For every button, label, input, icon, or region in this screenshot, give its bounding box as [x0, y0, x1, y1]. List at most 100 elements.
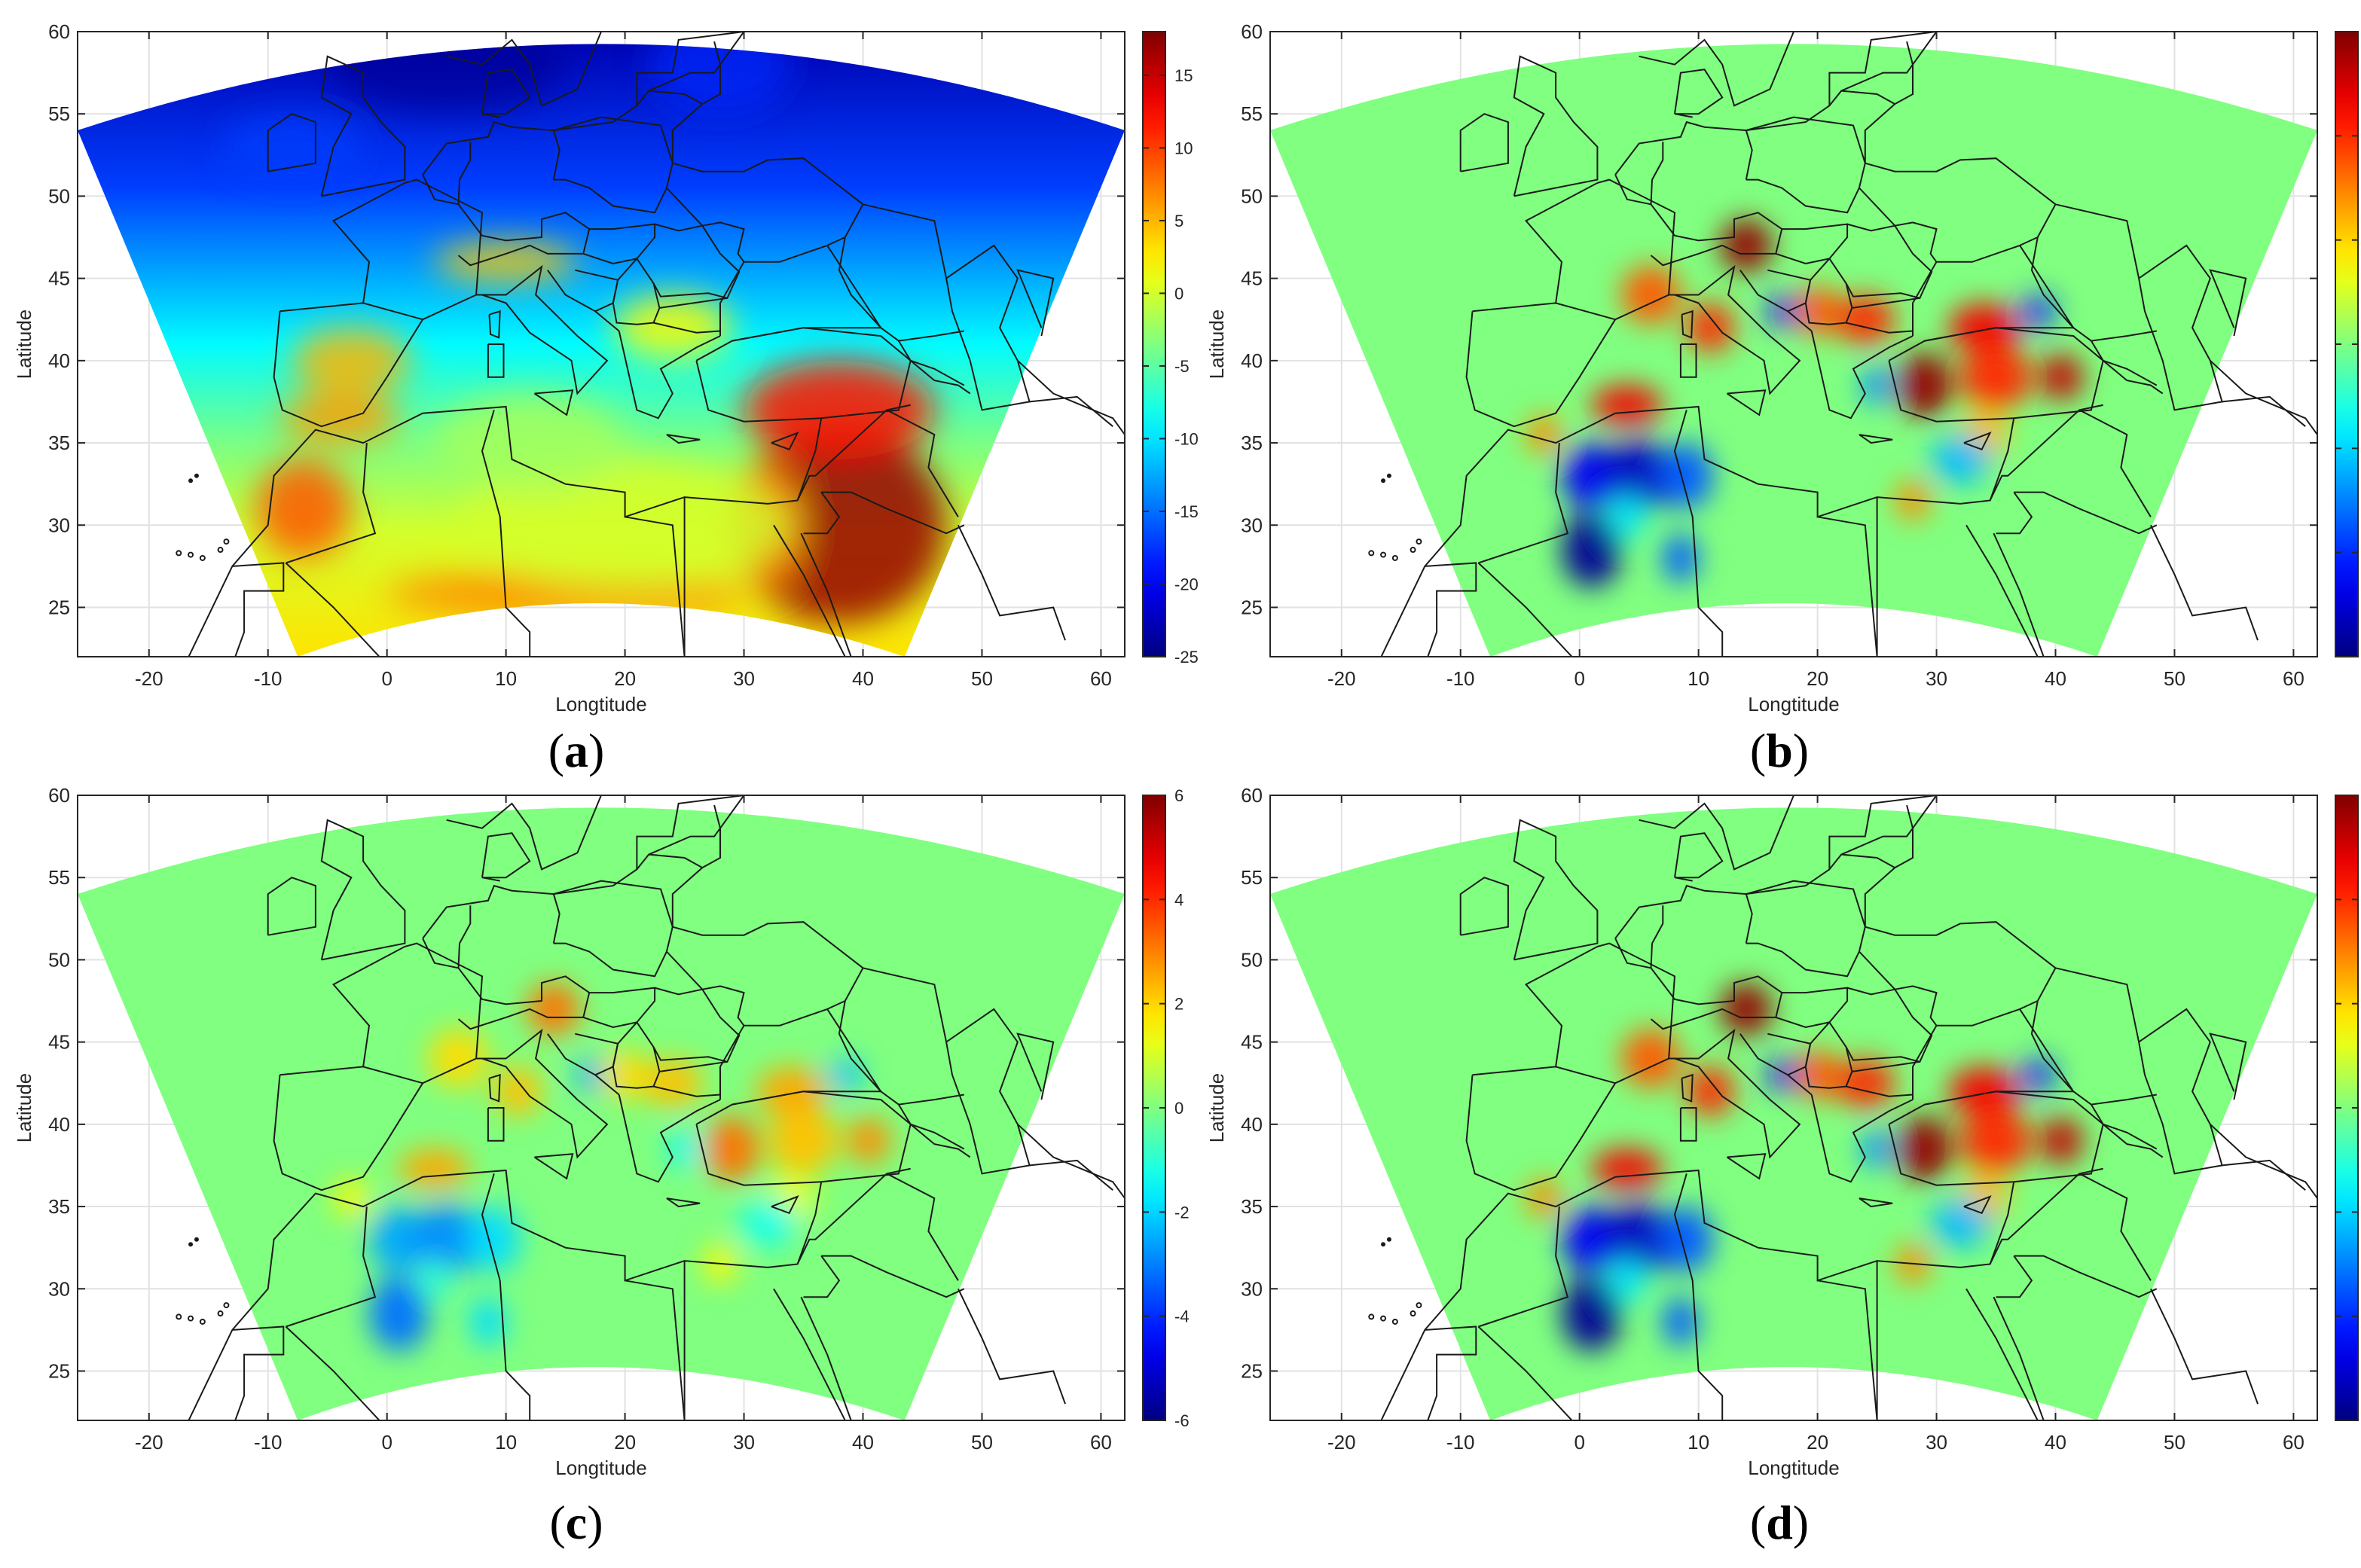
lat-tick-label: 55	[48, 102, 70, 125]
y-axis-label: Latitude	[1205, 1073, 1228, 1143]
colorbar-tick-label: -15	[1174, 502, 1199, 521]
lon-tick-label: 40	[2045, 667, 2066, 690]
map-panel-c: -20 -10 0 10 20 30 40 50 602530354045505560Longt…	[13, 784, 1190, 1479]
colorbar-tick-label: 10	[1174, 139, 1193, 157]
plot-border	[77, 31, 1126, 657]
lat-tick-label: 45	[48, 267, 70, 290]
colorbar-tick-label: -6	[1174, 1411, 1190, 1430]
map-panel-b: -20 -10 0 10 20 30 40 50 60 25 30 35 40 45 50 55 60 Longt…	[1205, 20, 2359, 715]
lat-tick-label: 40	[1241, 1113, 1263, 1136]
lat-tick-label: 45	[1241, 267, 1263, 290]
lon-tick-label: 30	[1926, 667, 1947, 690]
colorbar-tick-label: 6	[1174, 786, 1184, 805]
lon-tick-label: 20	[614, 1431, 636, 1454]
lat-tick-label: 50	[1241, 948, 1263, 971]
colorbar-tick-label: -4	[1174, 1307, 1190, 1326]
lon-tick-label: 20	[1807, 1431, 1828, 1454]
lat-tick-label: 40	[48, 349, 70, 372]
lon-tick-label: 20	[1807, 667, 1828, 690]
caption-a: (a)	[548, 724, 605, 777]
lon-tick-label: -10	[254, 667, 283, 690]
x-axis-label: Longtitude	[555, 693, 646, 715]
lat-tick-label: 50	[48, 185, 70, 207]
x-axis-label: Longtitude	[555, 1457, 646, 1479]
colorbar-tick-label: 4	[1174, 890, 1184, 909]
lon-tick-label: 0	[381, 1431, 392, 1454]
lon-tick-label: 10	[495, 1431, 517, 1454]
lat-tick-label: 50	[48, 948, 70, 971]
lon-tick-label: 50	[971, 1431, 993, 1454]
x-axis-label: Longtitude	[1748, 693, 1839, 715]
lat-tick-label: 35	[48, 1195, 70, 1218]
lon-tick-label: 50	[2164, 667, 2185, 690]
plot-border	[1269, 795, 2318, 1421]
colorbar	[1142, 31, 1166, 657]
lat-tick-label: 55	[1241, 102, 1263, 125]
lon-tick-label: 50	[2164, 1431, 2185, 1454]
y-axis-label: Latitude	[13, 310, 35, 380]
lat-tick-label: 25	[1241, 1359, 1263, 1382]
lon-tick-label: 40	[852, 1431, 874, 1454]
lon-tick-label: -20	[1327, 667, 1356, 690]
lat-tick-label: 40	[48, 1113, 70, 1136]
lon-tick-label: 0	[381, 667, 392, 690]
lat-tick-label: 45	[1241, 1031, 1263, 1054]
lon-tick-label: -10	[1446, 667, 1475, 690]
map-panel-d: -20 -10 0 10 20 30 40 50 60 25 30 35 40 45 50 55 60 Longt…	[1205, 784, 2359, 1479]
lon-tick-label: -20	[135, 667, 163, 690]
caption-d: (d)	[1749, 1496, 1810, 1549]
lon-tick-label: 60	[1090, 667, 1112, 690]
lat-tick-label: 25	[48, 596, 70, 618]
lat-tick-label: 50	[1241, 185, 1263, 207]
lat-tick-label: 60	[1241, 784, 1263, 807]
lon-tick-label: -20	[1327, 1431, 1356, 1454]
colorbar-tick-label: -5	[1174, 357, 1190, 376]
lat-tick-label: 30	[1241, 1277, 1263, 1300]
plot-border	[77, 795, 1126, 1421]
colorbar-tick-label: -20	[1174, 575, 1199, 593]
lon-tick-label: 10	[1688, 667, 1709, 690]
lat-tick-label: 55	[48, 866, 70, 889]
lat-tick-label: 60	[48, 784, 70, 807]
lat-tick-label: 25	[1241, 596, 1263, 618]
lat-tick-label: 30	[48, 1277, 70, 1300]
lon-tick-label: 10	[1688, 1431, 1709, 1454]
lat-tick-label: 45	[48, 1031, 70, 1054]
lat-tick-label: 40	[1241, 349, 1263, 372]
map-panel-a: -20 -10 0 10 20 30 40 50 602530354045505560Longt…	[13, 20, 1199, 715]
lon-tick-label: 60	[2283, 667, 2304, 690]
plot-border	[1269, 31, 2318, 657]
colorbar-tick-label: -2	[1174, 1203, 1190, 1222]
x-axis-label: Longtitude	[1748, 1457, 1839, 1479]
lon-tick-label: 60	[2283, 1431, 2304, 1454]
colorbar-tick-label: 5	[1174, 212, 1184, 230]
colorbar-tick-label: 0	[1174, 284, 1184, 303]
caption-c: (c)	[549, 1496, 603, 1549]
lon-tick-label: -10	[1446, 1431, 1475, 1454]
lon-tick-label: 0	[1574, 1431, 1584, 1454]
lon-tick-label: 30	[733, 1431, 755, 1454]
colorbar-tick-label: -10	[1174, 429, 1199, 448]
lon-tick-label: 30	[1926, 1431, 1947, 1454]
lon-tick-label: 20	[614, 667, 636, 690]
colorbar-tick-label: 0	[1174, 1099, 1184, 1118]
lat-tick-label: 35	[48, 432, 70, 454]
lon-tick-label: 30	[733, 667, 755, 690]
lat-tick-label: 60	[1241, 20, 1263, 43]
caption-b: (b)	[1749, 724, 1810, 777]
lon-tick-label: 60	[1090, 1431, 1112, 1454]
lon-tick-label: 10	[495, 667, 517, 690]
y-axis-label: Latitude	[1205, 310, 1228, 380]
lat-tick-label: 25	[48, 1359, 70, 1382]
lat-tick-label: 30	[48, 514, 70, 536]
lat-tick-label: 55	[1241, 866, 1263, 889]
coastlines	[176, 795, 1125, 1420]
lat-tick-label: 35	[1241, 1195, 1263, 1218]
lon-tick-label: -20	[135, 1431, 163, 1454]
lon-tick-label: 40	[2045, 1431, 2066, 1454]
lon-tick-label: 40	[852, 667, 874, 690]
colorbar-tick-label: 15	[1174, 66, 1193, 85]
colorbar-tick-label: -25	[1174, 648, 1199, 667]
coastlines	[1368, 795, 2317, 1420]
